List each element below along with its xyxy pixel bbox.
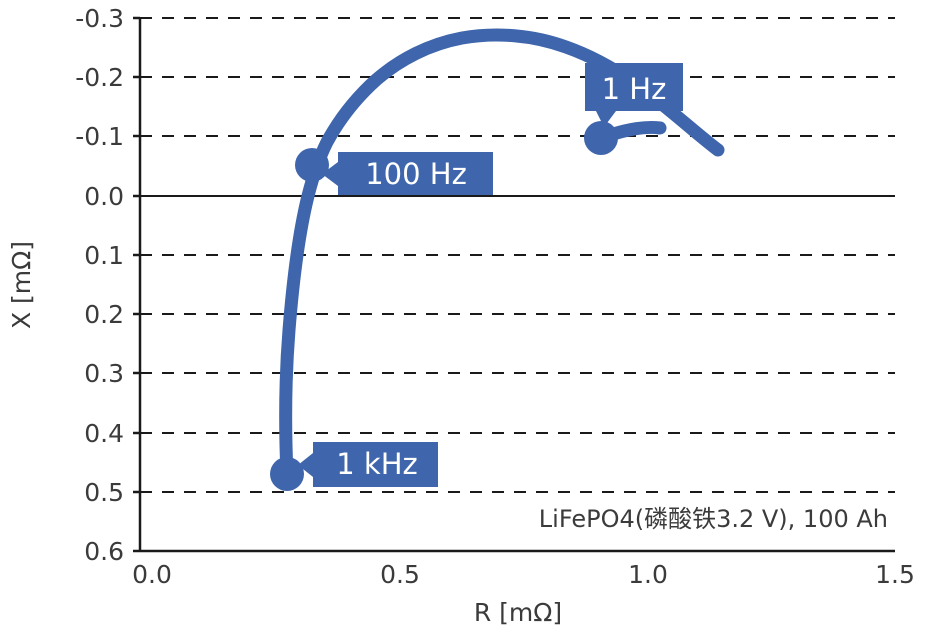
callout-1hz[interactable]: 1 Hz	[585, 63, 683, 127]
y-tick-label: -0.2	[75, 63, 124, 92]
callout-1hz-pointer	[596, 111, 616, 127]
marker-1khz[interactable]	[270, 457, 304, 491]
sample-annotation: LiFePO4(磷酸铁3.2 V), 100 Ah	[539, 505, 888, 533]
y-tick-label: 0.4	[84, 419, 124, 448]
y-tick-label: 0.6	[84, 537, 124, 566]
callout-1khz-pointer	[298, 453, 313, 477]
y-tick-label: 0.5	[84, 478, 124, 507]
x-tick-label: 1.0	[628, 560, 668, 589]
x-tick-label: 1.5	[875, 560, 915, 589]
y-tick-label: -0.3	[75, 4, 124, 33]
callout-1khz-label: 1 kHz	[336, 447, 418, 481]
marker-100hz[interactable]	[295, 148, 329, 182]
callout-1khz[interactable]: 1 kHz	[298, 442, 438, 487]
y-tick-label: 0.3	[84, 359, 124, 388]
y-tick-label: 0.1	[84, 241, 124, 270]
callout-100hz-pointer	[322, 162, 338, 186]
callout-100hz[interactable]: 100 Hz	[322, 152, 493, 195]
gridlines	[140, 17, 895, 493]
callout-1hz-box	[585, 63, 683, 111]
callout-1hz-label: 1 Hz	[602, 72, 667, 106]
x-tick-labels: 0.0 0.5 1.0 1.5	[132, 560, 915, 589]
x-tick-label: 0.5	[380, 560, 420, 589]
y-tick-label: 0.0	[84, 182, 124, 211]
x-tick-label: 0.0	[132, 560, 172, 589]
y-tick-label: 0.2	[84, 300, 124, 329]
y-tick-labels: -0.3 -0.2 -0.1 0.0 0.1 0.2 0.3 0.4 0.5 0…	[75, 4, 124, 566]
callout-100hz-label: 100 Hz	[365, 157, 467, 191]
y-axis-title: X [mΩ]	[7, 241, 36, 329]
data-markers	[270, 121, 618, 491]
x-axis-title: R [mΩ]	[474, 598, 562, 627]
marker-1hz[interactable]	[584, 121, 618, 155]
axes-frame	[138, 18, 895, 553]
callout-100hz-box	[338, 152, 493, 195]
callout-1khz-box	[313, 442, 438, 487]
y-tick-label: -0.1	[75, 122, 124, 151]
y-axis-ticks	[133, 16, 140, 553]
